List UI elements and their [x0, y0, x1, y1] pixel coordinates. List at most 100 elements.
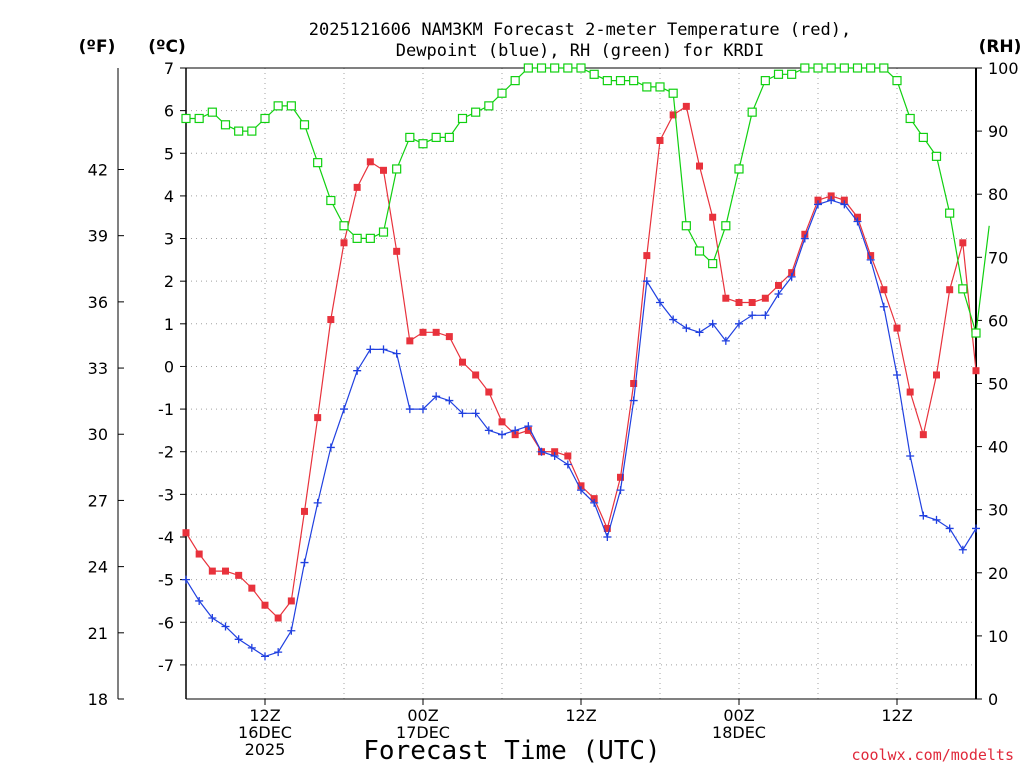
- rh-point: [378, 227, 389, 237]
- dewpoint-point: [537, 447, 546, 456]
- x-tick-label: 17DEC: [396, 723, 450, 742]
- dewpoint-point: [774, 289, 783, 298]
- temperature-point: [432, 328, 440, 336]
- temperature-point: [222, 567, 229, 575]
- dewpoint-point: [234, 635, 243, 644]
- dewpoint-point: [208, 613, 217, 622]
- dewpoint-point: [761, 311, 770, 320]
- dewpoint-point: [261, 652, 269, 661]
- dewpoint-point: [405, 405, 414, 414]
- dewpoint-point: [853, 217, 862, 226]
- rh-point: [352, 233, 362, 243]
- celsius-tick-label: -1: [158, 400, 174, 419]
- dewpoint-point: [866, 255, 875, 264]
- dewpoint-point: [511, 426, 520, 435]
- chart-title-line-2: Dewpoint (blue), RH (green) for KRDI: [396, 41, 764, 61]
- temperature-point: [485, 388, 493, 396]
- rh-point: [760, 76, 770, 86]
- dewpoint-point: [682, 324, 691, 333]
- dewpoint-point: [603, 532, 612, 541]
- dewpoint-point: [313, 498, 322, 507]
- rh-tick-label: 80: [988, 185, 1008, 204]
- temperature-point: [867, 252, 875, 260]
- celsius-tick-label: 6: [164, 102, 174, 121]
- rh-point: [247, 126, 257, 136]
- dewpoint-point: [669, 315, 678, 324]
- rh-point: [615, 76, 626, 86]
- temperature-point: [248, 584, 256, 592]
- temperature-point: [393, 247, 401, 255]
- rh-point: [194, 113, 204, 124]
- dewpoint-point: [445, 396, 454, 405]
- celsius-tick-label: -3: [158, 485, 174, 504]
- rh-point: [747, 107, 757, 117]
- temperature-point: [261, 601, 269, 609]
- celsius-tick-label: 2: [164, 272, 174, 291]
- rh-point: [642, 82, 652, 92]
- dewpoint-point: [550, 451, 559, 460]
- dewpoint-point: [972, 524, 980, 533]
- rh-point: [866, 63, 876, 73]
- temperature-point: [182, 529, 190, 537]
- temperature-point: [327, 316, 335, 324]
- temperature-point: [946, 286, 954, 294]
- rh-point: [589, 69, 599, 79]
- rh-tick-label: 40: [988, 438, 1008, 457]
- temperature-point: [696, 162, 703, 170]
- dewpoint-point: [721, 336, 730, 345]
- rh-point: [234, 126, 244, 136]
- temperature-point: [735, 298, 743, 306]
- rh-point: [273, 101, 283, 111]
- dewpoint-point: [906, 451, 915, 460]
- dewpoint-point: [458, 409, 467, 418]
- rh-tick-label: 50: [988, 375, 1008, 394]
- celsius-tick-label: -4: [158, 528, 174, 547]
- rh-point: [510, 76, 520, 86]
- dewpoint-point: [616, 486, 625, 495]
- rh-point: [931, 151, 942, 161]
- credit-text: coolwx.com/modelts: [851, 746, 1014, 764]
- rh-point: [339, 221, 349, 231]
- rh-point: [905, 113, 915, 124]
- dewpoint-point: [590, 498, 599, 507]
- celsius-tick-label: -2: [158, 443, 174, 462]
- dewpoint-point: [945, 524, 954, 533]
- temperature-point: [406, 337, 414, 345]
- gridlines: [186, 67, 976, 699]
- rh-tick-label: 60: [988, 311, 1008, 330]
- dewpoint-point: [392, 349, 401, 358]
- rh-point: [958, 284, 968, 294]
- dewpoint-point: [221, 622, 230, 631]
- temperature-point: [617, 473, 624, 481]
- rh-point: [813, 63, 823, 73]
- rh-unit-label: (RH): [979, 37, 1022, 57]
- temperature-point: [590, 495, 598, 503]
- temperature-point: [682, 102, 690, 110]
- dewpoint-point: [629, 396, 638, 405]
- dewpoint-point: [827, 196, 836, 205]
- dewpoint-point: [419, 405, 427, 414]
- temperature-point: [366, 158, 374, 166]
- x-axis-title: Forecast Time (UTC): [363, 736, 660, 766]
- celsius-tick-label: 1: [164, 315, 174, 334]
- temperature-point: [788, 269, 796, 277]
- dewpoint-point: [840, 200, 849, 209]
- rh-point: [431, 132, 441, 143]
- dewpoint-point: [656, 298, 664, 307]
- rh-point: [576, 63, 586, 73]
- dewpoint-point: [340, 405, 348, 414]
- temperature-point: [801, 230, 809, 238]
- dewpoint-point: [642, 277, 651, 286]
- temperature-point: [959, 239, 967, 247]
- x-tick-label: 2025: [245, 740, 286, 759]
- temperature-point: [919, 431, 927, 439]
- temperature-point: [643, 252, 651, 260]
- dewpoint-point: [300, 558, 309, 567]
- temperature-point: [511, 431, 519, 439]
- fahrenheit-tick-label: 36: [88, 293, 108, 312]
- rh-tick-label: 10: [988, 627, 1008, 646]
- celsius-tick-label: -5: [158, 571, 174, 590]
- dewpoint-point: [366, 345, 375, 354]
- temperature-point: [577, 482, 585, 490]
